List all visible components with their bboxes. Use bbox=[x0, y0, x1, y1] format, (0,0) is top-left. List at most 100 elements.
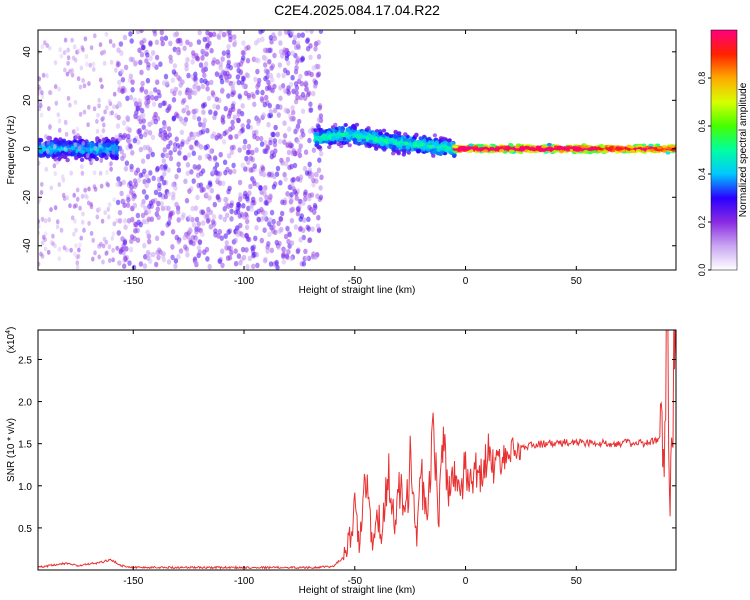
spectrogram-cell bbox=[311, 182, 316, 188]
spectrogram-cell bbox=[307, 167, 313, 173]
spectrogram-cell bbox=[147, 203, 152, 210]
spectrogram-cell bbox=[287, 184, 292, 191]
spectrogram-cell bbox=[107, 214, 111, 220]
spectrogram-cell bbox=[197, 155, 203, 161]
spectrogram-cell bbox=[212, 201, 217, 208]
spectrogram-cell bbox=[216, 132, 221, 139]
spectrogram-cell bbox=[247, 255, 253, 262]
spectrogram-cell bbox=[107, 98, 112, 104]
spectrogram-cell bbox=[106, 142, 112, 148]
spectrogram-cell bbox=[85, 153, 90, 159]
spectrogram-cell bbox=[283, 107, 288, 114]
spectrogram-cell bbox=[147, 208, 152, 215]
spectrogram-cell bbox=[153, 118, 158, 125]
spectrogram-cell bbox=[74, 155, 79, 161]
spectrogram-cell bbox=[68, 203, 72, 209]
spectrogram-cell bbox=[188, 41, 193, 48]
spectrogram-cell bbox=[38, 76, 42, 82]
spectrogram-cell bbox=[615, 147, 621, 151]
spectrogram-cell bbox=[379, 136, 384, 141]
spectrogram-cell bbox=[241, 55, 246, 61]
spectrogram-cell bbox=[237, 130, 242, 136]
spectrogram-cell bbox=[38, 219, 41, 224]
spectrogram-cell bbox=[185, 39, 190, 46]
spectrogram-cell bbox=[251, 93, 256, 100]
spectrogram-cell bbox=[314, 131, 320, 136]
spectrogram-cell bbox=[313, 46, 318, 52]
spectrogram-cell bbox=[221, 139, 227, 145]
spectrogram-cell bbox=[220, 262, 225, 269]
spectrogram-cell bbox=[452, 154, 457, 159]
spectrogram-cell bbox=[172, 32, 178, 38]
spectrogram-cell bbox=[422, 145, 428, 149]
spectrogram-cell bbox=[78, 242, 82, 248]
spectrogram-cell bbox=[359, 141, 365, 145]
spectrogram-cell bbox=[226, 203, 231, 209]
spectrogram-cell bbox=[70, 145, 75, 151]
spectrogram-cell bbox=[91, 61, 96, 67]
spectrogram-cell bbox=[231, 162, 236, 169]
spectrogram-cell bbox=[629, 145, 635, 149]
spectrogram-cell bbox=[275, 264, 280, 270]
spectrogram-cell bbox=[160, 152, 165, 159]
spectrogram-cell bbox=[412, 143, 418, 148]
spectrogram-cell bbox=[235, 74, 241, 80]
spectrogram-cell bbox=[259, 135, 264, 142]
spectrogram-cell bbox=[191, 150, 196, 157]
spectrogram-cell bbox=[163, 35, 169, 41]
spectrogram-cell bbox=[133, 221, 138, 228]
spectrogram-cell bbox=[64, 131, 69, 137]
spectrogram-cell bbox=[300, 32, 305, 38]
spectrogram-cell bbox=[55, 219, 60, 225]
spectrogram-cell bbox=[183, 244, 188, 250]
spectrogram-cell bbox=[141, 189, 147, 195]
spectrogram-cell bbox=[230, 124, 235, 131]
spectrogram-cell bbox=[298, 143, 303, 149]
spectrogram-cell bbox=[154, 95, 159, 102]
spectrogram-cell bbox=[236, 111, 241, 117]
spectrogram-cell bbox=[98, 77, 103, 83]
spectrogram-cell bbox=[47, 217, 51, 223]
spectrogram-cell bbox=[39, 190, 44, 195]
spectrogram-cell bbox=[259, 237, 264, 244]
spectrogram-cell bbox=[128, 143, 133, 150]
spectrogram-cell bbox=[243, 166, 248, 172]
spectrogram-cell bbox=[326, 130, 331, 135]
spectrogram-cell bbox=[244, 72, 249, 78]
spectrogram-cell bbox=[431, 153, 436, 158]
spectrogram-cell bbox=[228, 169, 233, 175]
spectrogram-cell bbox=[166, 106, 172, 112]
spectrogram-cell bbox=[173, 258, 179, 264]
spectrogram-cell bbox=[311, 65, 316, 71]
spectrogram-cell bbox=[358, 133, 363, 137]
spectrogram-cell bbox=[444, 147, 449, 152]
spectrogram-cell bbox=[259, 141, 265, 147]
snr-x-tick-label: -50 bbox=[348, 576, 363, 587]
spectrogram-cell bbox=[265, 144, 270, 150]
spectrogram-cell bbox=[146, 62, 151, 68]
spectrogram-cell bbox=[224, 240, 229, 246]
spectrogram-cell bbox=[271, 218, 276, 225]
spectrogram-cell bbox=[164, 152, 170, 159]
spectrogram-cell bbox=[199, 77, 204, 84]
spectrogram-cell bbox=[305, 91, 311, 98]
spectrogram-cell bbox=[208, 224, 213, 230]
spectrogram-cell bbox=[601, 150, 608, 154]
spectrogram-cell bbox=[38, 196, 42, 202]
spectrogram-cell bbox=[198, 182, 204, 188]
spectrogram-cell bbox=[100, 84, 104, 90]
spectrogram-cell bbox=[262, 148, 267, 154]
spectrogram-cell bbox=[98, 142, 102, 148]
spectrogram-cell bbox=[140, 212, 146, 219]
spectrogram-cell bbox=[401, 145, 407, 150]
spectrogram-cell bbox=[125, 202, 131, 208]
spectrogram-cell bbox=[117, 79, 122, 86]
spectrogram-cell bbox=[116, 176, 121, 182]
spectrogram-cell bbox=[227, 30, 232, 35]
spectrogram-cell bbox=[572, 145, 579, 149]
spectrogram-cell bbox=[206, 184, 211, 190]
spectrogram-cell bbox=[160, 230, 165, 236]
spectrogram-cell bbox=[161, 158, 166, 164]
spectrogram-cell bbox=[91, 256, 95, 262]
